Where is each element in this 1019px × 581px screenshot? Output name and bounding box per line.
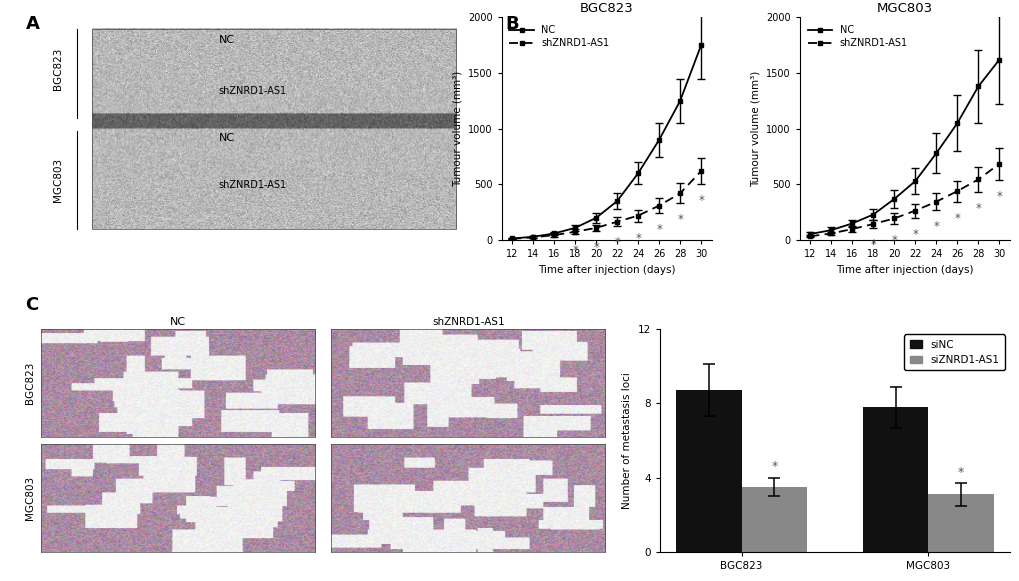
Text: *: * — [770, 460, 776, 473]
Text: *: * — [911, 228, 917, 241]
Text: *: * — [891, 234, 897, 247]
Text: A: A — [25, 15, 40, 33]
Y-axis label: Number of metastasis loci: Number of metastasis loci — [622, 372, 632, 509]
Text: *: * — [635, 232, 640, 245]
Y-axis label: BGC823: BGC823 — [25, 362, 36, 404]
Text: *: * — [974, 202, 980, 216]
Legend: NC, shZNRD1-AS1: NC, shZNRD1-AS1 — [506, 22, 611, 51]
Y-axis label: MGC803: MGC803 — [25, 476, 36, 520]
Text: *: * — [996, 190, 1002, 203]
Bar — [676, 390, 741, 552]
Bar — [741, 487, 806, 552]
Text: shZNRD1-AS1: shZNRD1-AS1 — [218, 87, 286, 96]
Y-axis label: Tumour volume (mm³): Tumour volume (mm³) — [750, 71, 760, 187]
Text: *: * — [655, 223, 661, 236]
Text: B: B — [504, 15, 518, 33]
Text: MGC803: MGC803 — [53, 158, 63, 202]
Text: *: * — [932, 220, 938, 234]
Bar — [862, 407, 927, 552]
Title: BGC823: BGC823 — [579, 2, 633, 15]
Text: C: C — [25, 296, 39, 314]
Text: shZNRD1-AS1: shZNRD1-AS1 — [218, 180, 286, 190]
Text: NC: NC — [218, 133, 234, 144]
Text: *: * — [869, 238, 875, 251]
Text: BGC823: BGC823 — [53, 48, 63, 90]
Text: *: * — [613, 236, 620, 249]
Title: MGC803: MGC803 — [876, 2, 932, 15]
Legend: siNC, siZNRD1-AS1: siNC, siZNRD1-AS1 — [904, 335, 1004, 370]
Title: shZNRD1-AS1: shZNRD1-AS1 — [432, 317, 504, 327]
Title: NC: NC — [169, 317, 185, 327]
Legend: NC, shZNRD1-AS1: NC, shZNRD1-AS1 — [804, 22, 910, 51]
Text: *: * — [954, 211, 959, 225]
X-axis label: Time after injection (days): Time after injection (days) — [836, 265, 972, 275]
Text: *: * — [677, 213, 683, 227]
Bar — [927, 494, 993, 552]
X-axis label: Time after injection (days): Time after injection (days) — [537, 265, 675, 275]
Text: *: * — [697, 195, 703, 207]
Text: NC: NC — [218, 35, 234, 45]
Text: *: * — [593, 241, 598, 254]
Text: *: * — [572, 244, 578, 257]
Text: *: * — [957, 465, 963, 479]
Y-axis label: Tumour volume (mm³): Tumour volume (mm³) — [452, 71, 462, 187]
